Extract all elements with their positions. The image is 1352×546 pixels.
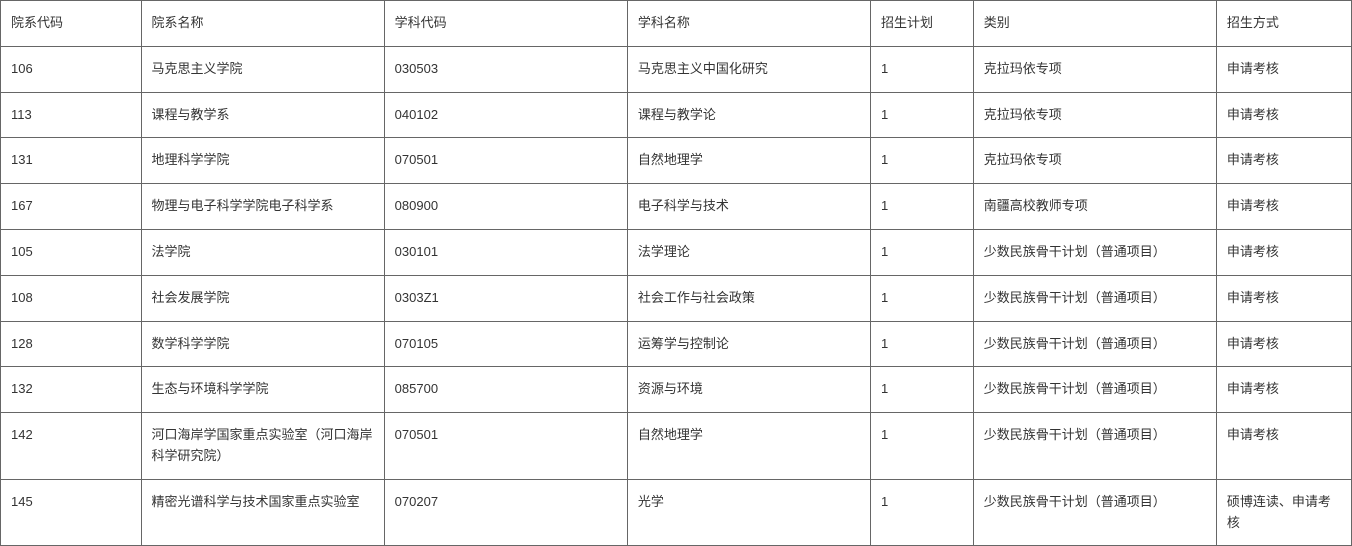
cell-dept_name: 社会发展学院 bbox=[141, 275, 384, 321]
cell-dept_name: 法学院 bbox=[141, 229, 384, 275]
table-row: 113课程与教学系040102课程与教学论1克拉玛依专项申请考核 bbox=[1, 92, 1352, 138]
cell-dept_name: 河口海岸学国家重点实验室（河口海岸科学研究院） bbox=[141, 413, 384, 480]
cell-subj_code: 0303Z1 bbox=[384, 275, 627, 321]
cell-dept_code: 145 bbox=[1, 479, 142, 546]
cell-subj_name: 光学 bbox=[627, 479, 870, 546]
table-row: 128数学科学学院070105运筹学与控制论1少数民族骨干计划（普通项目）申请考… bbox=[1, 321, 1352, 367]
cell-method: 申请考核 bbox=[1216, 413, 1351, 480]
cell-subj_code: 030101 bbox=[384, 229, 627, 275]
cell-subj_code: 070501 bbox=[384, 413, 627, 480]
cell-subj_name: 资源与环境 bbox=[627, 367, 870, 413]
table-row: 108社会发展学院0303Z1社会工作与社会政策1少数民族骨干计划（普通项目）申… bbox=[1, 275, 1352, 321]
cell-category: 少数民族骨干计划（普通项目） bbox=[973, 275, 1216, 321]
cell-plan: 1 bbox=[871, 46, 974, 92]
cell-subj_name: 电子科学与技术 bbox=[627, 184, 870, 230]
cell-subj_code: 030503 bbox=[384, 46, 627, 92]
cell-plan: 1 bbox=[871, 275, 974, 321]
col-header-subj_code: 学科代码 bbox=[384, 1, 627, 47]
cell-method: 申请考核 bbox=[1216, 46, 1351, 92]
cell-subj_name: 运筹学与控制论 bbox=[627, 321, 870, 367]
cell-dept_name: 生态与环境科学学院 bbox=[141, 367, 384, 413]
table-row: 167物理与电子科学学院电子科学系080900电子科学与技术1南疆高校教师专项申… bbox=[1, 184, 1352, 230]
cell-plan: 1 bbox=[871, 92, 974, 138]
cell-dept_code: 142 bbox=[1, 413, 142, 480]
cell-category: 少数民族骨干计划（普通项目） bbox=[973, 413, 1216, 480]
cell-category: 少数民族骨干计划（普通项目） bbox=[973, 479, 1216, 546]
cell-method: 申请考核 bbox=[1216, 138, 1351, 184]
cell-plan: 1 bbox=[871, 184, 974, 230]
cell-dept_code: 105 bbox=[1, 229, 142, 275]
cell-subj_code: 070207 bbox=[384, 479, 627, 546]
cell-category: 少数民族骨干计划（普通项目） bbox=[973, 367, 1216, 413]
cell-dept_code: 132 bbox=[1, 367, 142, 413]
cell-category: 克拉玛依专项 bbox=[973, 138, 1216, 184]
table-row: 142河口海岸学国家重点实验室（河口海岸科学研究院）070501自然地理学1少数… bbox=[1, 413, 1352, 480]
cell-dept_name: 马克思主义学院 bbox=[141, 46, 384, 92]
cell-dept_code: 167 bbox=[1, 184, 142, 230]
cell-dept_name: 地理科学学院 bbox=[141, 138, 384, 184]
cell-subj_code: 070501 bbox=[384, 138, 627, 184]
col-header-dept_name: 院系名称 bbox=[141, 1, 384, 47]
cell-subj_code: 085700 bbox=[384, 367, 627, 413]
cell-category: 少数民族骨干计划（普通项目） bbox=[973, 229, 1216, 275]
cell-category: 克拉玛依专项 bbox=[973, 92, 1216, 138]
table-header-row: 院系代码院系名称学科代码学科名称招生计划类别招生方式 bbox=[1, 1, 1352, 47]
cell-plan: 1 bbox=[871, 229, 974, 275]
cell-dept_name: 课程与教学系 bbox=[141, 92, 384, 138]
table-row: 131地理科学学院070501自然地理学1克拉玛依专项申请考核 bbox=[1, 138, 1352, 184]
cell-method: 申请考核 bbox=[1216, 321, 1351, 367]
cell-plan: 1 bbox=[871, 367, 974, 413]
cell-subj_name: 课程与教学论 bbox=[627, 92, 870, 138]
cell-plan: 1 bbox=[871, 138, 974, 184]
cell-category: 南疆高校教师专项 bbox=[973, 184, 1216, 230]
cell-dept_name: 物理与电子科学学院电子科学系 bbox=[141, 184, 384, 230]
cell-dept_code: 108 bbox=[1, 275, 142, 321]
col-header-category: 类别 bbox=[973, 1, 1216, 47]
cell-subj_name: 自然地理学 bbox=[627, 138, 870, 184]
cell-dept_code: 128 bbox=[1, 321, 142, 367]
table-row: 132生态与环境科学学院085700资源与环境1少数民族骨干计划（普通项目）申请… bbox=[1, 367, 1352, 413]
cell-plan: 1 bbox=[871, 413, 974, 480]
col-header-subj_name: 学科名称 bbox=[627, 1, 870, 47]
cell-method: 申请考核 bbox=[1216, 184, 1351, 230]
cell-category: 克拉玛依专项 bbox=[973, 46, 1216, 92]
table-row: 145精密光谱科学与技术国家重点实验室070207光学1少数民族骨干计划（普通项… bbox=[1, 479, 1352, 546]
cell-method: 申请考核 bbox=[1216, 229, 1351, 275]
cell-plan: 1 bbox=[871, 479, 974, 546]
cell-subj_name: 社会工作与社会政策 bbox=[627, 275, 870, 321]
cell-dept_name: 精密光谱科学与技术国家重点实验室 bbox=[141, 479, 384, 546]
cell-dept_code: 113 bbox=[1, 92, 142, 138]
cell-method: 申请考核 bbox=[1216, 92, 1351, 138]
cell-subj_code: 080900 bbox=[384, 184, 627, 230]
cell-subj_code: 070105 bbox=[384, 321, 627, 367]
cell-dept_code: 131 bbox=[1, 138, 142, 184]
cell-dept_code: 106 bbox=[1, 46, 142, 92]
cell-plan: 1 bbox=[871, 321, 974, 367]
cell-method: 硕博连读、申请考核 bbox=[1216, 479, 1351, 546]
col-header-method: 招生方式 bbox=[1216, 1, 1351, 47]
cell-category: 少数民族骨干计划（普通项目） bbox=[973, 321, 1216, 367]
admissions-table: 院系代码院系名称学科代码学科名称招生计划类别招生方式 106马克思主义学院030… bbox=[0, 0, 1352, 546]
cell-method: 申请考核 bbox=[1216, 367, 1351, 413]
table-row: 106马克思主义学院030503马克思主义中国化研究1克拉玛依专项申请考核 bbox=[1, 46, 1352, 92]
cell-method: 申请考核 bbox=[1216, 275, 1351, 321]
cell-dept_name: 数学科学学院 bbox=[141, 321, 384, 367]
table-row: 105法学院030101法学理论1少数民族骨干计划（普通项目）申请考核 bbox=[1, 229, 1352, 275]
cell-subj_name: 法学理论 bbox=[627, 229, 870, 275]
cell-subj_name: 自然地理学 bbox=[627, 413, 870, 480]
cell-subj_code: 040102 bbox=[384, 92, 627, 138]
col-header-dept_code: 院系代码 bbox=[1, 1, 142, 47]
cell-subj_name: 马克思主义中国化研究 bbox=[627, 46, 870, 92]
col-header-plan: 招生计划 bbox=[871, 1, 974, 47]
